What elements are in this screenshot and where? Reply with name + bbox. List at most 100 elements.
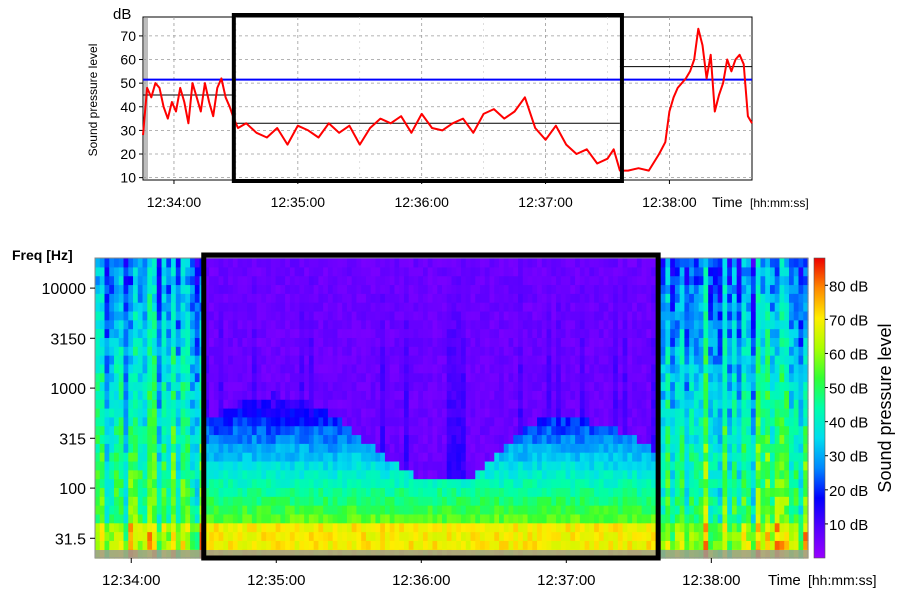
spectrogram-cell xyxy=(774,460,781,471)
spectrogram-cell xyxy=(261,381,267,391)
spectrogram-cell xyxy=(351,460,358,471)
spectrogram-cell xyxy=(251,513,258,524)
spectrogram-cell xyxy=(551,266,557,277)
spectrogram-cell xyxy=(123,258,129,268)
spectrogram-cell xyxy=(551,310,557,321)
spectrogram-cell xyxy=(641,284,647,294)
spectrogram-cell xyxy=(641,452,647,462)
spectrogram-cell xyxy=(418,372,424,383)
spectrogram-cell xyxy=(451,513,457,524)
spectrogram-cell xyxy=(727,487,733,497)
spectrogram-cell xyxy=(166,540,172,550)
spectrogram-cell xyxy=(375,284,381,294)
spectrogram-cell xyxy=(432,522,438,533)
spectrogram-cell xyxy=(232,505,239,515)
spectrogram-cell xyxy=(209,469,215,480)
spectrogram-cell xyxy=(161,540,167,550)
spectrogram-cell xyxy=(527,258,533,268)
spectrogram-cell xyxy=(461,478,467,489)
spectrogram-cell xyxy=(285,346,291,356)
spectrogram-cell xyxy=(527,540,533,550)
spectrogram-cell xyxy=(508,540,514,550)
spectrogram-cell xyxy=(646,460,652,471)
spectrogram-cell xyxy=(665,425,671,436)
spectrogram-cell xyxy=(641,328,647,339)
spectrogram-cell xyxy=(128,399,134,409)
spectrogram-cell xyxy=(114,258,120,268)
spectrogram-cell xyxy=(750,355,757,365)
spectrogram-cell xyxy=(708,328,714,339)
spectrogram-cell xyxy=(594,302,600,312)
spectrogram-cell xyxy=(627,337,633,347)
spectrogram-cell xyxy=(351,372,358,383)
spectrogram-cell xyxy=(518,522,524,533)
spectrogram-cell xyxy=(541,337,548,347)
spectrogram-cell xyxy=(247,540,253,550)
spectrogram-cell xyxy=(465,416,472,427)
spectrogram-cell xyxy=(446,284,453,294)
spectrogram-cell xyxy=(622,540,628,550)
spectrogram-cell xyxy=(437,266,443,277)
spectrogram-cell xyxy=(285,337,291,347)
spectrogram-cell xyxy=(299,284,305,294)
spectrogram-cell xyxy=(522,505,529,515)
spectrogram-cell xyxy=(470,540,476,550)
spectrogram-cell xyxy=(537,540,543,550)
spectrogram-cell xyxy=(175,346,182,356)
spectrogram-cell xyxy=(441,275,448,286)
spectrogram-cell xyxy=(213,434,220,444)
spectrogram-cell xyxy=(731,425,738,436)
spectrogram-cell xyxy=(684,302,690,312)
spectrogram-cell xyxy=(137,258,144,268)
spectrogram-cell xyxy=(589,408,595,418)
spectrogram-cell xyxy=(304,443,310,453)
spectrogram-cell xyxy=(327,505,334,515)
spectrogram-cell xyxy=(456,275,462,286)
spectrogram-cell xyxy=(665,540,671,550)
spectrogram-cell xyxy=(180,346,186,356)
spectrogram-cell xyxy=(166,496,172,506)
spectrogram-cell xyxy=(665,381,671,391)
spectrogram-cell xyxy=(489,443,495,453)
spectrogram-cell xyxy=(556,266,562,277)
spectrogram-cell xyxy=(475,381,481,391)
spectrogram-cell xyxy=(465,258,472,268)
spectrogram-cell xyxy=(670,319,676,330)
spectrogram-cell xyxy=(285,487,291,497)
spectrogram-cell xyxy=(503,302,510,312)
spectrogram-cell xyxy=(589,487,595,497)
spectrogram-cell xyxy=(427,460,434,471)
spectrogram-cell xyxy=(394,460,400,471)
spectrogram-cell xyxy=(627,408,633,418)
spectrogram-cell xyxy=(689,293,695,303)
spectrogram-cell xyxy=(670,505,676,515)
spectrogram-cell xyxy=(684,328,690,339)
spectrogram-cell xyxy=(461,310,467,321)
spectrogram-cell xyxy=(769,310,776,321)
spectrogram-cell xyxy=(589,540,595,550)
spectrogram-cell xyxy=(413,293,419,303)
spectrogram-cell xyxy=(717,346,724,356)
spectrogram-cell xyxy=(175,258,182,268)
spectrogram-cell xyxy=(389,266,396,277)
spectrogram-cell xyxy=(779,372,785,383)
x-tick-label: 12:35:00 xyxy=(271,194,326,210)
spectrogram-cell xyxy=(356,293,362,303)
spectrogram-cell xyxy=(156,319,163,330)
spectrogram-cell xyxy=(384,328,391,339)
spectrogram-cell xyxy=(717,337,724,347)
spectrogram-cell xyxy=(190,434,196,444)
spectrogram-cell xyxy=(389,416,396,427)
spectrogram-cell xyxy=(731,310,738,321)
spectrogram-cell xyxy=(147,275,153,286)
spectrogram-cell xyxy=(489,522,495,533)
spectrogram-cell xyxy=(152,337,158,347)
spectrogram-cell xyxy=(180,434,186,444)
plot-area xyxy=(142,16,753,181)
spectrogram-cell xyxy=(147,355,153,365)
spectrogram-cell xyxy=(684,390,690,400)
spectrogram-cell xyxy=(365,363,372,374)
spectrogram-cell xyxy=(209,355,215,365)
spectrogram-cell xyxy=(133,355,139,365)
spectrogram-cell xyxy=(242,540,248,550)
